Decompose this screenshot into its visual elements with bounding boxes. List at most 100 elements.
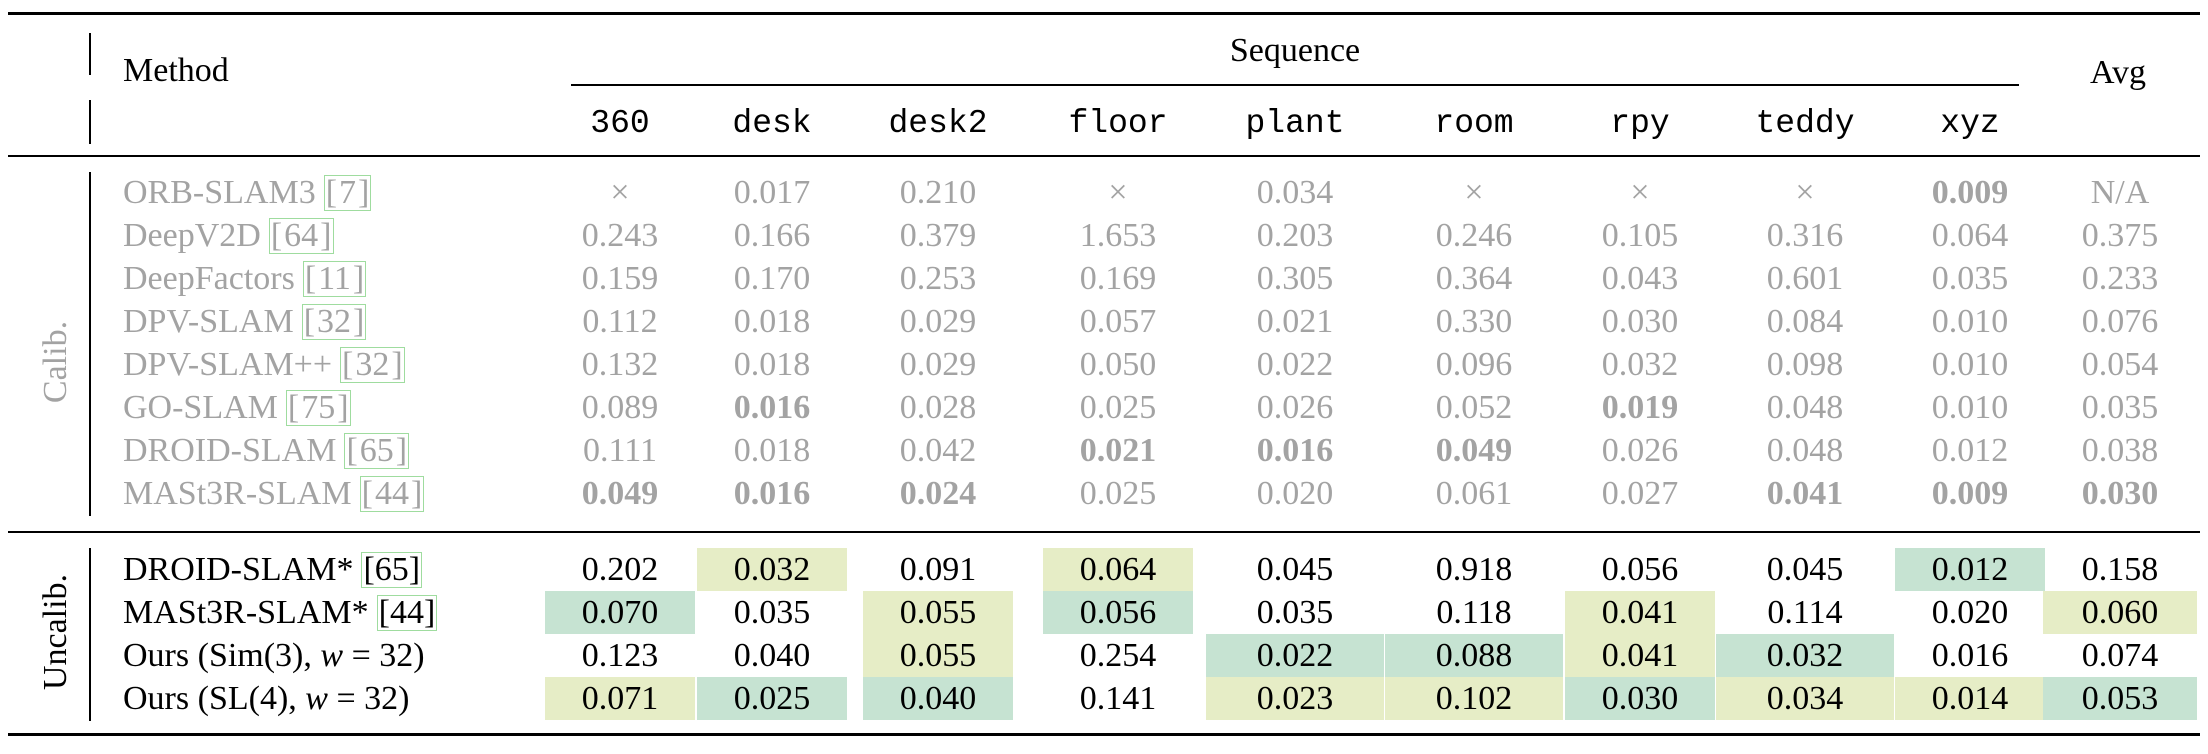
method-name: DPV-SLAM [32] (123, 300, 367, 343)
table-cell: 0.021 (1256, 302, 1334, 340)
table-cell: 0.032 (697, 548, 847, 591)
citation: [44] (359, 474, 425, 512)
citation: [32] (340, 345, 405, 383)
table-cell: 0.010 (1931, 345, 2009, 383)
table-cell: 0.041 (1766, 474, 1844, 512)
table-cell: 0.057 (1079, 302, 1157, 340)
table-cell: 0.017 (733, 173, 811, 211)
citation-link[interactable]: 32 (317, 302, 352, 340)
table-cell: 0.050 (1079, 345, 1157, 383)
table-cell: 0.055 (863, 634, 1013, 677)
method-sep: , (303, 636, 321, 674)
table-cell: 0.048 (1766, 388, 1844, 426)
avg-value: 0.060 (2043, 591, 2197, 634)
table-cell: 0.026 (1256, 388, 1334, 426)
method-label: ORB-SLAM3 (123, 173, 316, 211)
header-vline-1 (89, 33, 91, 75)
calib-group-label: Calib. (37, 320, 74, 404)
table-cell: 0.018 (733, 431, 811, 469)
table-cell: 0.009 (1931, 474, 2009, 512)
avg-value: 0.053 (2043, 677, 2197, 720)
table-cell: 0.026 (1601, 431, 1679, 469)
column-header-xyz: xyz (1940, 104, 2000, 142)
table-cell: 0.034 (1256, 173, 1334, 211)
avg-value: 0.375 (2081, 216, 2159, 254)
table-cell: 0.010 (1931, 388, 2009, 426)
table-cell: 0.025 (697, 677, 847, 720)
citation-link[interactable]: 7 (339, 173, 357, 211)
citation-link[interactable]: 65 (374, 550, 409, 588)
table-cell: 0.022 (1206, 634, 1384, 677)
table-cell: 0.023 (1206, 677, 1384, 720)
avg-value: 0.035 (2081, 388, 2159, 426)
table-cell: 0.088 (1385, 634, 1563, 677)
citation-link[interactable]: 65 (359, 431, 394, 469)
table-cell: 0.102 (1385, 677, 1563, 720)
table-cell: 0.123 (581, 636, 659, 674)
citation-link[interactable]: 11 (318, 259, 351, 297)
method-label: DPV-SLAM (123, 302, 294, 340)
method-var: w (320, 636, 344, 674)
table-cell: 0.040 (733, 636, 811, 674)
table-cell: 0.114 (1767, 593, 1843, 631)
citation-link[interactable]: 32 (355, 345, 390, 383)
citation-link[interactable]: 64 (284, 216, 319, 254)
method-label: Ours ( (123, 679, 209, 717)
method-label: DeepV2D (123, 216, 261, 254)
citation: [65] (361, 550, 423, 588)
method-label: DPV-SLAM++ (123, 345, 333, 383)
table-cell: 0.024 (899, 474, 977, 512)
table-cell: × (610, 173, 630, 211)
table-cell: 0.021 (1079, 431, 1157, 469)
method-name: DeepV2D [64] (123, 214, 334, 257)
table-cell: × (1464, 173, 1484, 211)
sequence-underline (571, 84, 2019, 86)
method-name: ORB-SLAM3 [7] (123, 171, 372, 214)
table-cell: 0.028 (899, 388, 977, 426)
calib-vline (89, 172, 91, 516)
table-cell: 0.016 (1256, 431, 1334, 469)
citation: [75] (285, 388, 351, 426)
table-cell: 0.052 (1435, 388, 1513, 426)
citation-link[interactable]: 75 (301, 388, 336, 426)
method-sep: , (288, 679, 306, 717)
table-cell: 0.159 (581, 259, 659, 297)
citation-link[interactable]: 44 (374, 474, 409, 512)
table-cell: 0.141 (1079, 679, 1157, 717)
method-group: SL(4) (208, 679, 289, 717)
table-cell: 0.061 (1435, 474, 1513, 512)
table-cell: 0.084 (1766, 302, 1844, 340)
column-header-360: 360 (590, 104, 650, 142)
column-header-rpy: rpy (1610, 104, 1670, 142)
citation-link[interactable]: 44 (389, 593, 424, 631)
method-window: = 32) (343, 636, 425, 674)
table-cell: 0.035 (1256, 593, 1334, 631)
table-cell: 0.048 (1766, 431, 1844, 469)
table-cell: 0.918 (1435, 550, 1513, 588)
uncalib-group-label: Uncalib. (37, 573, 74, 691)
table-cell: 0.027 (1601, 474, 1679, 512)
table-cell: 0.169 (1079, 259, 1157, 297)
avg-value: N/A (2090, 173, 2150, 211)
table-cell: 0.010 (1931, 302, 2009, 340)
citation: [7] (323, 173, 372, 211)
table-cell: 0.316 (1766, 216, 1844, 254)
table-cell: 0.040 (863, 677, 1013, 720)
table-cell: 0.064 (1931, 216, 2009, 254)
table-cell: 0.132 (581, 345, 659, 383)
table-cell: 0.253 (899, 259, 977, 297)
method-name: DPV-SLAM++ [32] (123, 343, 405, 386)
method-name: MASt3R-SLAM* [44] (123, 591, 438, 634)
table-cell: 0.243 (581, 216, 659, 254)
table-cell: 1.653 (1079, 216, 1157, 254)
table-cell: 0.096 (1435, 345, 1513, 383)
table-cell: 0.364 (1435, 259, 1513, 297)
table-cell: 0.049 (581, 474, 659, 512)
table-cell: 0.091 (899, 550, 977, 588)
method-label: DROID-SLAM* (123, 550, 354, 588)
method-name: Ours (Sim(3), w = 32) (123, 634, 425, 677)
table-cell: 0.025 (1079, 388, 1157, 426)
table-cell: 0.032 (1716, 634, 1894, 677)
table-cell: 0.042 (899, 431, 977, 469)
table-cell: × (1795, 173, 1815, 211)
